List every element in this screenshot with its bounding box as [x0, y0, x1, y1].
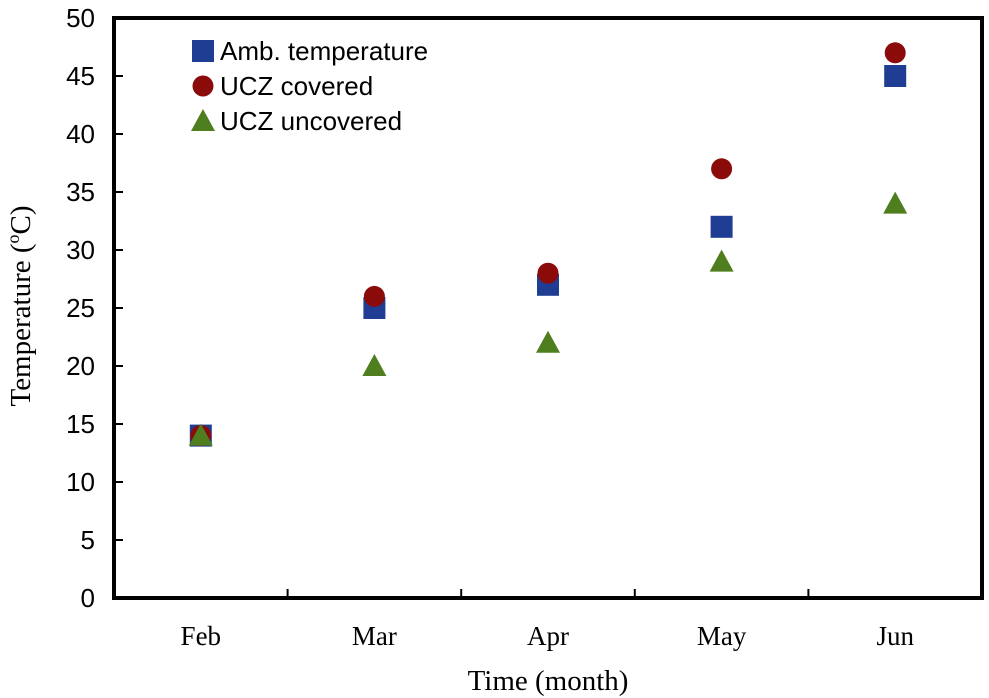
y-tick-label: 5: [81, 525, 95, 555]
legend-label-ucz-covered: UCZ covered: [220, 71, 373, 101]
y-axis-title: Temperature (oC): [3, 205, 37, 406]
point-amb-temperature-may: [710, 215, 733, 238]
legend-marker-amb-temperature: [192, 40, 214, 62]
legend-label-amb-temperature: Amb. temperature: [220, 36, 428, 66]
point-ucz-covered-mar: [363, 285, 385, 307]
y-tick-label: 15: [66, 409, 95, 439]
legend-marker-ucz-covered: [192, 75, 214, 97]
point-amb-temperature-jun: [884, 65, 907, 87]
point-ucz-covered-apr: [537, 262, 559, 284]
point-ucz-uncovered-apr: [536, 330, 560, 353]
y-axis-tick-labels: 0 5 10 15 20 25 30 35 40 45 50: [66, 3, 95, 613]
legend-item-amb-temperature: Amb. temperature: [192, 36, 428, 66]
point-ucz-uncovered-jun: [883, 191, 908, 214]
legend-item-ucz-uncovered: UCZ uncovered: [191, 106, 402, 136]
data-markers: [188, 42, 908, 447]
x-axis-title: Time (month): [468, 665, 629, 697]
y-axis-title-superscript: o: [3, 234, 23, 243]
legend-label-ucz-uncovered: UCZ uncovered: [220, 106, 402, 136]
legend-marker-ucz-uncovered: [191, 109, 215, 131]
y-tick-label: 10: [66, 467, 95, 497]
x-category-label: May: [697, 621, 747, 651]
legend: Amb. temperature UCZ covered UCZ uncovered: [191, 36, 428, 136]
y-tick-label: 20: [66, 351, 95, 381]
y-tick-label: 50: [66, 3, 95, 33]
x-category-label: Jun: [876, 621, 914, 651]
legend-item-ucz-covered: UCZ covered: [192, 71, 373, 101]
x-category-label: Feb: [181, 621, 222, 651]
point-ucz-covered-may: [711, 158, 733, 180]
x-category-label: Apr: [527, 621, 569, 651]
point-ucz-covered-jun: [884, 42, 906, 64]
y-tick-label: 45: [66, 61, 95, 91]
y-axis-title-main: Temperature (: [5, 243, 37, 406]
point-ucz-uncovered-may: [709, 249, 734, 272]
plot-frame: [112, 16, 984, 600]
x-category-label: Mar: [352, 621, 397, 651]
y-axis-title-unit: C): [5, 205, 37, 234]
point-ucz-uncovered-feb: [188, 423, 213, 446]
y-tick-label: 30: [66, 235, 95, 265]
y-tick-label: 40: [66, 119, 95, 149]
point-ucz-uncovered-mar: [362, 354, 387, 376]
y-tick-label: 35: [66, 177, 95, 207]
y-tick-label: 0: [81, 583, 95, 613]
x-axis-category-labels: Feb Mar Apr May Jun: [181, 621, 915, 651]
y-tick-label: 25: [66, 293, 95, 323]
